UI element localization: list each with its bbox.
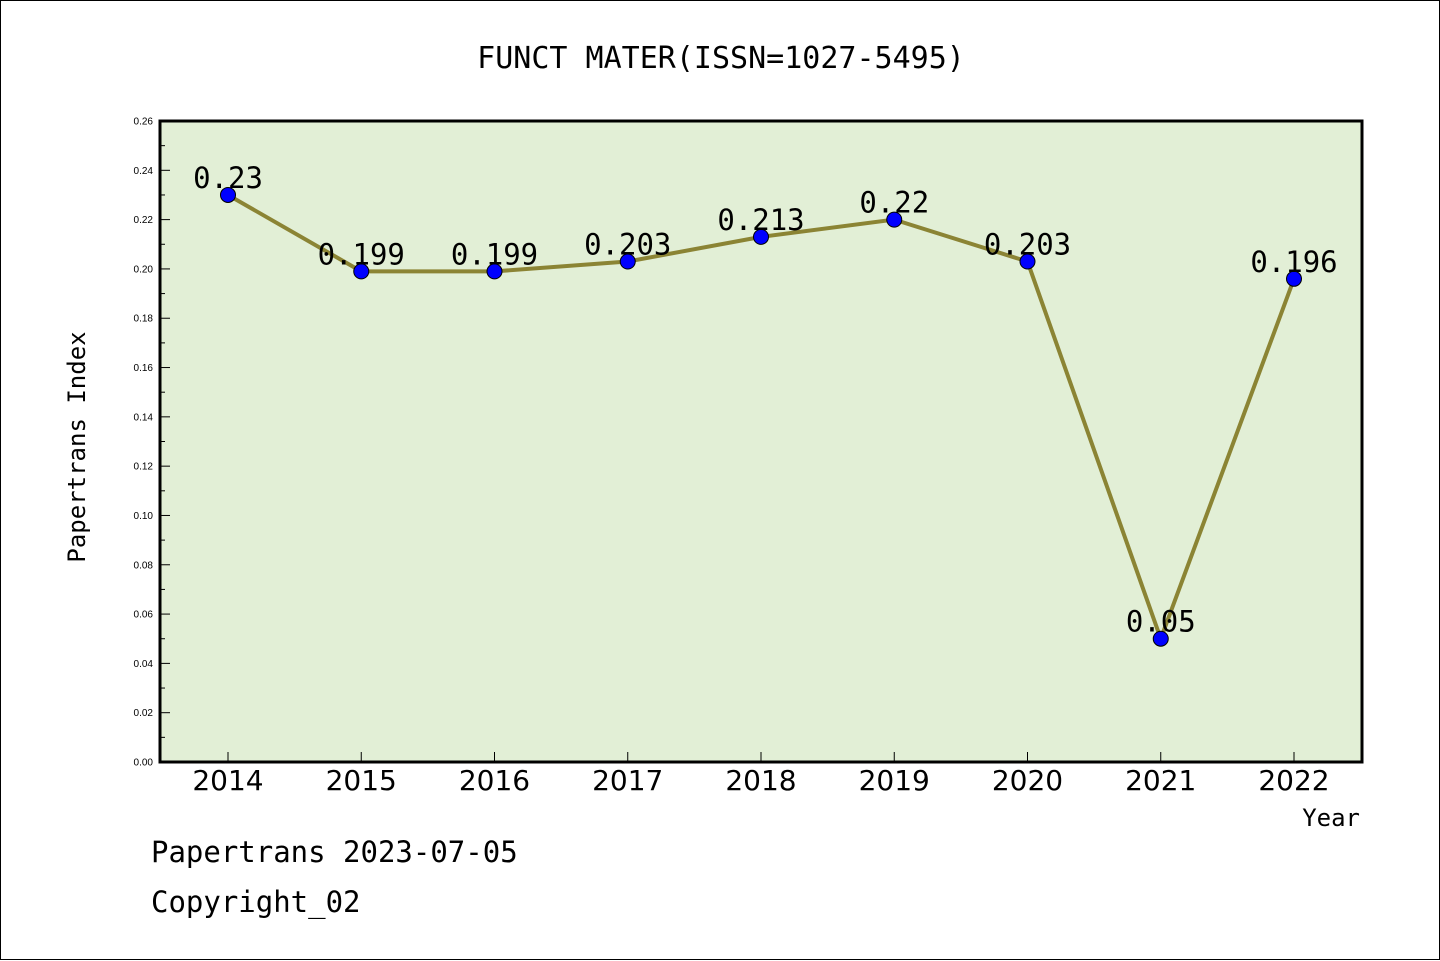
data-point [886,211,903,228]
data-label: 0.05 [1126,605,1196,639]
footer-date: Papertrans 2023-07-05 [151,835,518,869]
x-tick-label: 2019 [859,764,930,797]
x-tick-label: 2016 [459,764,530,797]
x-axis-label: Year [1302,804,1360,832]
y-tick-label: 0.06 [134,610,154,621]
data-point [619,253,636,270]
x-tick-label: 2015 [326,764,397,797]
y-tick-label: 0.10 [134,511,154,522]
data-label: 0.203 [984,228,1071,262]
x-tick-label: 2022 [1258,764,1329,797]
data-label: 0.199 [451,237,538,271]
x-tick-label: 2021 [1125,764,1196,797]
data-label: 0.23 [193,161,263,195]
data-labels: 0.23 0.199 0.199 0.203 0.213 0.22 0.203 0.05 0.1… [193,161,1338,639]
data-label: 0.213 [717,203,804,237]
y-tick-label: 0.14 [134,412,154,423]
x-tick-label: 2018 [725,764,796,797]
data-point [1019,253,1036,270]
plot-area [158,119,1364,764]
data-label: 0.22 [859,186,929,220]
y-tick-label: 0.02 [134,708,154,719]
y-tick-label: 0.00 [134,758,154,769]
y-tick-label: 0.04 [134,659,154,670]
y-tick-label: 0.16 [134,363,154,374]
x-tick-label: 2014 [192,764,263,797]
chart-title: FUNCT MATER(ISSN=1027-5495) [477,41,965,76]
data-label: 0.196 [1250,245,1337,279]
data-point [486,263,503,280]
y-tick-label: 0.22 [134,215,154,226]
y-tick-label: 0.18 [134,314,154,325]
footer-copyright: Copyright_02 [151,885,361,919]
y-tick-label: 0.12 [134,462,154,473]
y-tick-label: 0.08 [134,560,154,571]
x-axis: 2014 2015 2016 2017 2018 2019 2020 2021 2022 [192,752,1330,797]
y-tick-label: 0.26 [134,117,154,128]
data-points [220,186,1302,647]
y-tick-label: 0.20 [134,264,154,275]
data-point [220,186,236,203]
data-point [1152,630,1169,647]
x-tick-label: 2020 [992,764,1063,797]
data-point [753,228,769,245]
y-axis-label: Papertrans Index [63,331,91,562]
data-label: 0.203 [584,228,671,262]
data-point [1286,270,1302,287]
y-axis: 0.00 0.02 0.04 0.06 0.08 0.10 0.12 0.14 0.16 0.18… [134,117,170,769]
data-label: 0.199 [318,237,405,271]
x-tick-label: 2017 [592,764,663,797]
data-point [353,263,370,280]
y-tick-label: 0.24 [134,166,154,177]
